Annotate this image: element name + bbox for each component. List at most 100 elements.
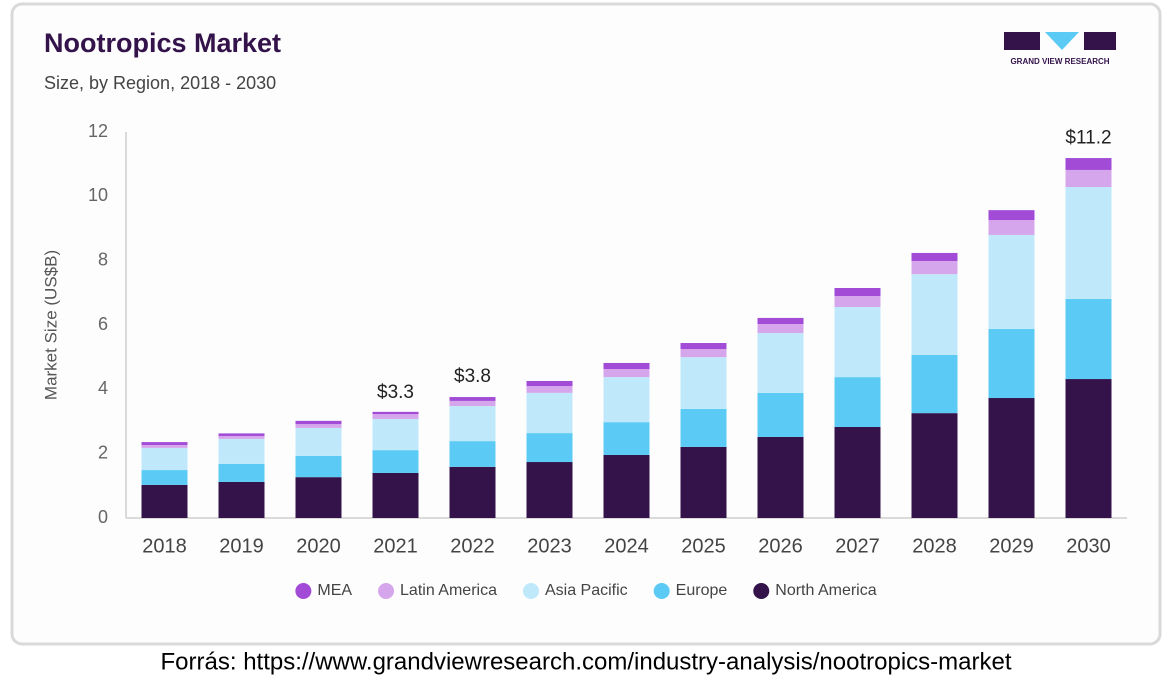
bar-segment — [988, 328, 1035, 399]
legend-swatch — [378, 583, 395, 599]
bar-segment — [988, 220, 1035, 235]
bar-segment — [449, 400, 496, 407]
x-tick-label: 2030 — [1066, 535, 1111, 557]
bar-segment — [603, 454, 650, 518]
x-tick-label: 2018 — [142, 535, 187, 557]
y-tick-label: 6 — [98, 314, 108, 334]
bar-segment — [218, 438, 265, 464]
bar-segment — [988, 210, 1035, 221]
total-label: $3.3 — [377, 382, 414, 403]
bar-segment — [834, 288, 881, 297]
bar-segment — [141, 447, 188, 471]
bar-segment — [988, 398, 1035, 518]
bar-segment — [526, 462, 573, 518]
bar-segment — [911, 252, 958, 261]
bar-segment — [449, 406, 496, 442]
brand-name: GRAND VIEW RESEARCH — [1010, 57, 1109, 66]
legend-label: North America — [775, 582, 876, 599]
x-tick-label: 2020 — [296, 535, 341, 557]
bar-segment — [834, 306, 881, 378]
total-label: $3.8 — [454, 366, 491, 387]
bar-segment — [1065, 379, 1112, 518]
bar-segment — [295, 477, 342, 518]
bar-segment — [680, 446, 727, 518]
bar-segment — [372, 450, 419, 473]
legend-swatch — [653, 583, 670, 599]
y-axis-title: Market Size (US$B) — [41, 250, 60, 400]
chart-title: Nootropics Market — [44, 28, 281, 58]
x-tick-label: 2029 — [989, 535, 1034, 557]
bar-segment — [295, 455, 342, 478]
legend-label: MEA — [317, 582, 352, 599]
y-tick-label: 2 — [98, 442, 108, 462]
bar-segment — [757, 392, 804, 437]
bar-segment — [218, 435, 265, 439]
brand-logo: GRAND VIEW RESEARCH — [1004, 32, 1116, 66]
legend-label: Latin America — [400, 582, 497, 599]
bar-segment — [141, 444, 188, 448]
x-tick-label: 2023 — [527, 535, 572, 557]
logo-block — [1084, 32, 1116, 50]
bar-segment — [295, 420, 342, 425]
bar-segment — [603, 362, 650, 370]
y-tick-label: 12 — [88, 121, 108, 141]
bar-segment — [911, 413, 958, 518]
bar-segment — [449, 466, 496, 518]
bar-segment — [372, 411, 419, 415]
bar-segment — [834, 426, 881, 518]
bar-segment — [757, 333, 804, 393]
bar-segment — [295, 424, 342, 428]
bar-segment — [218, 433, 265, 436]
bar-segment — [757, 324, 804, 334]
x-tick-label: 2026 — [758, 535, 803, 557]
total-label: $11.2 — [1065, 128, 1111, 149]
bar-segment — [526, 386, 573, 393]
y-tick-label: 8 — [98, 249, 108, 269]
bar-segment — [834, 296, 881, 307]
bar-segment — [449, 441, 496, 467]
bar-segment — [911, 274, 958, 355]
chart-subtitle: Size, by Region, 2018 - 2030 — [44, 73, 276, 93]
x-tick-label: 2021 — [373, 535, 418, 557]
y-tick-label: 4 — [98, 378, 108, 398]
bar-segment — [911, 354, 958, 414]
logo-block — [1045, 32, 1079, 50]
bar-segment — [603, 422, 650, 455]
bar-segment — [1065, 298, 1112, 380]
bar-segment — [1065, 169, 1112, 188]
bar-segment — [372, 414, 419, 419]
bar-segment — [218, 481, 265, 518]
bar-segment — [603, 377, 650, 423]
logo-block — [1004, 32, 1040, 50]
bar-segment — [1065, 187, 1112, 299]
y-tick-label: 10 — [88, 185, 108, 205]
bar-segment — [911, 260, 958, 275]
x-tick-label: 2028 — [912, 535, 957, 557]
bar-segment — [988, 234, 1035, 329]
y-tick-label: 0 — [98, 507, 108, 527]
bar-segment — [526, 392, 573, 434]
source-note: Forrás: https://www.grandviewresearch.co… — [161, 648, 1012, 675]
bar-segment — [526, 433, 573, 463]
bar-segment — [141, 470, 188, 485]
bar-segment — [680, 349, 727, 358]
bar-segment — [680, 408, 727, 447]
bar-segment — [680, 357, 727, 409]
x-tick-label: 2027 — [835, 535, 880, 557]
x-tick-label: 2025 — [681, 535, 726, 557]
x-tick-label: 2024 — [604, 535, 649, 557]
bar-segment — [603, 369, 650, 378]
x-tick-label: 2019 — [219, 535, 264, 557]
bar-segment — [757, 317, 804, 325]
x-tick-label: 2022 — [450, 535, 495, 557]
bar-segment — [834, 377, 881, 427]
bar-segment — [680, 343, 727, 350]
bar-segment — [526, 380, 573, 387]
legend-swatch — [753, 583, 770, 599]
legend-label: Europe — [676, 582, 728, 599]
bar-segment — [449, 397, 496, 401]
bar-segment — [141, 442, 188, 445]
bar-segment — [1065, 158, 1112, 170]
